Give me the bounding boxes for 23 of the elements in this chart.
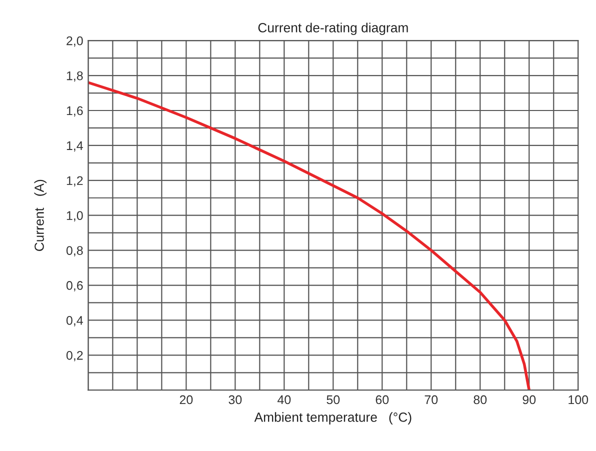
x-tick-label: 60 bbox=[376, 395, 389, 404]
y-tick-label: 1,2 bbox=[66, 176, 83, 187]
y-tick-label: 1,4 bbox=[66, 141, 83, 152]
y-tick-label: 0,6 bbox=[66, 281, 83, 292]
x-tick-label: 20 bbox=[180, 395, 193, 404]
line-series bbox=[88, 81, 531, 390]
x-tick-label: 40 bbox=[278, 395, 291, 404]
y-tick-label: 2,0 bbox=[66, 36, 83, 47]
y-axis-title: Current (A) bbox=[34, 180, 47, 251]
y-tick-label: 0,8 bbox=[66, 246, 83, 256]
y-tick-label: 1,8 bbox=[66, 71, 83, 82]
y-tick-label: 0,2 bbox=[66, 350, 83, 362]
x-tick-label: 50 bbox=[326, 395, 340, 404]
y-tick-label: 0,4 bbox=[66, 316, 83, 326]
x-tick-label: 100 bbox=[568, 395, 588, 404]
x-tick-label: 70 bbox=[424, 395, 438, 404]
x-tick-label: 80 bbox=[474, 395, 487, 404]
chart-title: Current de-rating diagram bbox=[258, 22, 408, 35]
x-tick-label: 90 bbox=[522, 395, 536, 404]
x-tick-label: 30 bbox=[228, 395, 242, 404]
y-tick-label: 1,6 bbox=[66, 106, 83, 117]
y-tick-label: 1,0 bbox=[66, 211, 83, 222]
x-axis-title: Ambient temperature (°C) bbox=[254, 412, 412, 424]
